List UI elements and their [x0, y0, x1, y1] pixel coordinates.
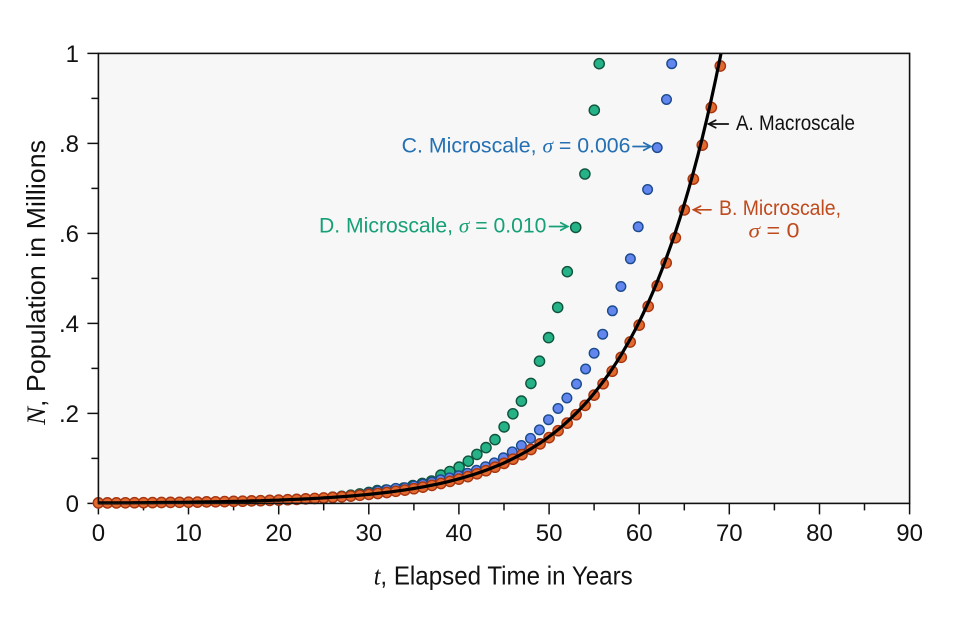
svg-text:10: 10	[175, 520, 202, 547]
svg-text:20: 20	[265, 520, 292, 547]
svg-text:1: 1	[66, 41, 79, 68]
svg-text:.2: .2	[59, 401, 79, 428]
svg-text:t, Elapsed Time in Years: t, Elapsed Time in Years	[374, 561, 633, 591]
svg-text:A. Macroscale: A. Macroscale	[736, 112, 855, 135]
svg-text:σ = 0: σ = 0	[749, 219, 800, 243]
svg-text:B. Microscale,: B. Microscale,	[719, 197, 841, 220]
svg-text:0: 0	[66, 491, 79, 518]
svg-text:.4: .4	[59, 311, 79, 338]
svg-text:.8: .8	[59, 131, 79, 158]
svg-text:80: 80	[806, 520, 833, 547]
svg-text:30: 30	[355, 520, 382, 547]
svg-text:D. Microscale, σ = 0.010: D. Microscale, σ = 0.010	[319, 214, 546, 238]
svg-text:.6: .6	[59, 221, 79, 248]
svg-text:90: 90	[896, 520, 923, 547]
svg-text:N, Population in Millions: N, Population in Millions	[21, 140, 51, 426]
svg-text:C. Microscale, σ = 0.006: C. Microscale, σ = 0.006	[402, 134, 631, 158]
svg-text:0: 0	[92, 520, 105, 547]
svg-text:60: 60	[626, 520, 653, 547]
svg-text:40: 40	[446, 520, 473, 547]
svg-text:50: 50	[536, 520, 563, 547]
svg-text:70: 70	[716, 520, 743, 547]
